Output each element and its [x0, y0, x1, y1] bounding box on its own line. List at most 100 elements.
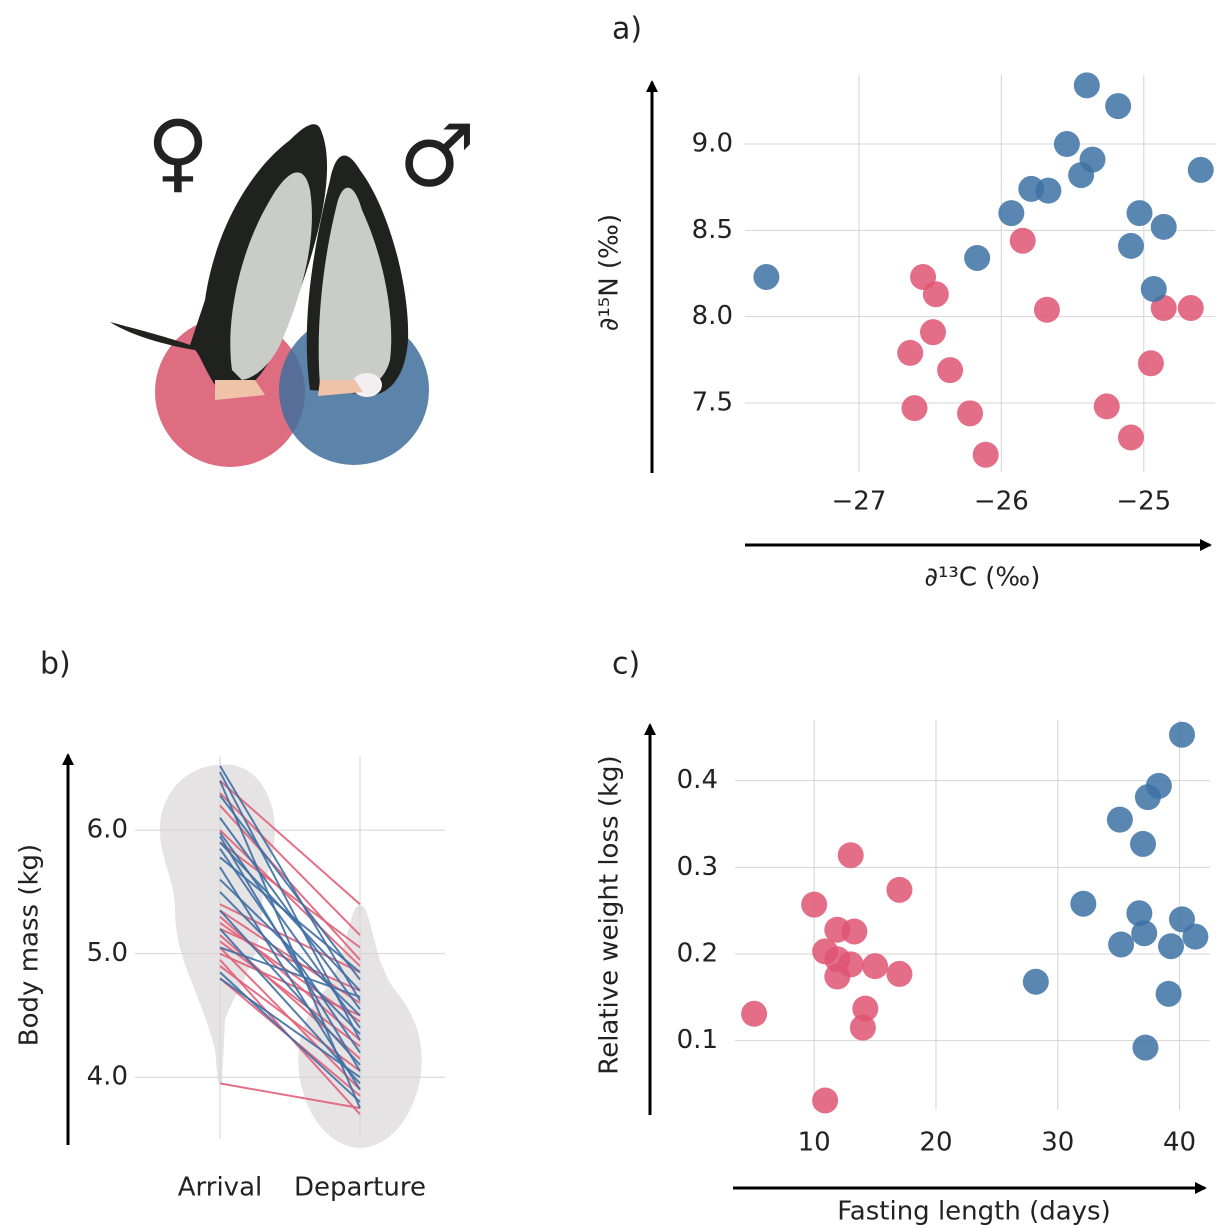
point: [849, 1014, 876, 1041]
line: [219, 952, 361, 1017]
y-tick-label: 8.0: [692, 301, 733, 331]
x-axis-label: ∂¹³C (‰): [925, 563, 1041, 593]
x-tick-label: Departure: [294, 1173, 426, 1203]
point: [1093, 393, 1120, 420]
point: [937, 357, 964, 384]
line: [219, 794, 361, 981]
point: [1155, 980, 1182, 1007]
point: [862, 953, 889, 980]
line: [219, 779, 361, 906]
point: [1022, 968, 1049, 995]
x-tick-label: 20: [919, 1128, 952, 1158]
point: [1150, 213, 1177, 240]
point: [1145, 772, 1172, 799]
point: [957, 400, 984, 427]
point: [837, 951, 864, 978]
point: [1130, 830, 1157, 857]
line: [219, 909, 361, 1066]
line: [219, 1082, 361, 1110]
point: [1177, 295, 1204, 322]
line: [219, 829, 361, 967]
line: [219, 971, 361, 1103]
point: [1137, 350, 1164, 377]
point: [1132, 1034, 1159, 1061]
panel-label: a): [612, 12, 642, 47]
line: [219, 878, 361, 1017]
y-tick-label: 7.5: [692, 387, 733, 417]
point: [998, 200, 1025, 227]
point: [753, 263, 780, 290]
point: [1126, 900, 1153, 927]
x-tick-label: 10: [798, 1128, 831, 1158]
point: [852, 995, 879, 1022]
point: [1131, 920, 1158, 947]
point: [1035, 177, 1062, 204]
panel-label: b): [40, 647, 71, 682]
illustration: ♀ ♂: [110, 102, 476, 467]
point: [741, 1000, 768, 1027]
y-axis-label: ∂¹⁵N (‰): [595, 214, 625, 331]
point: [1033, 296, 1060, 323]
point: [1079, 146, 1106, 173]
y-tick-label: 5.0: [87, 938, 128, 968]
line: [219, 866, 361, 1091]
female-symbol: ♀: [147, 102, 210, 202]
line: [219, 946, 361, 998]
male-belly: [318, 187, 392, 392]
point: [1117, 232, 1144, 259]
point: [801, 891, 828, 918]
line: [219, 856, 361, 973]
point: [897, 339, 924, 366]
panel-label: c): [612, 647, 640, 682]
line: [219, 891, 361, 1035]
y-tick-label: 0.3: [677, 852, 718, 882]
y-tick-label: 0.1: [677, 1025, 718, 1055]
x-tick-label: 40: [1163, 1128, 1196, 1158]
point: [922, 281, 949, 308]
male-symbol: ♂: [398, 106, 475, 206]
y-tick-label: 4.0: [87, 1062, 128, 1092]
y-tick-label: 6.0: [87, 815, 128, 845]
point: [972, 441, 999, 468]
point: [1070, 890, 1097, 917]
point: [1140, 276, 1167, 303]
x-tick-label: 30: [1041, 1128, 1074, 1158]
point: [920, 319, 946, 346]
point: [1105, 93, 1132, 120]
point: [812, 1087, 839, 1114]
point: [964, 244, 991, 271]
line: [219, 940, 361, 1048]
y-axis-label: Body mass (kg): [15, 844, 45, 1046]
x-axis-label: Fasting length (days): [837, 1197, 1111, 1227]
y-tick-label: 8.5: [692, 215, 733, 245]
point: [901, 395, 928, 422]
point: [1168, 721, 1195, 748]
point: [1187, 156, 1214, 183]
line: [219, 841, 361, 949]
violin: [160, 764, 275, 1083]
line: [219, 765, 361, 1002]
y-tick-label: 0.2: [677, 939, 718, 969]
point: [1126, 200, 1153, 227]
point: [1073, 72, 1100, 99]
point: [1009, 227, 1036, 254]
point: [841, 918, 868, 945]
point: [1182, 923, 1209, 950]
line: [219, 848, 361, 1054]
line: [219, 832, 361, 1029]
x-tick-label: −26: [974, 487, 1029, 517]
line: [219, 841, 361, 992]
x-tick-label: Arrival: [178, 1173, 262, 1203]
y-axis-label: Relative weight loss (kg): [595, 755, 625, 1074]
x-tick-label: −27: [832, 487, 887, 517]
line: [219, 928, 361, 992]
point: [1158, 933, 1185, 960]
y-tick-label: 9.0: [692, 129, 733, 159]
point: [1108, 931, 1135, 958]
x-tick-label: −25: [1116, 487, 1171, 517]
point: [1117, 424, 1144, 451]
female-belly: [230, 172, 312, 380]
point: [837, 842, 864, 869]
